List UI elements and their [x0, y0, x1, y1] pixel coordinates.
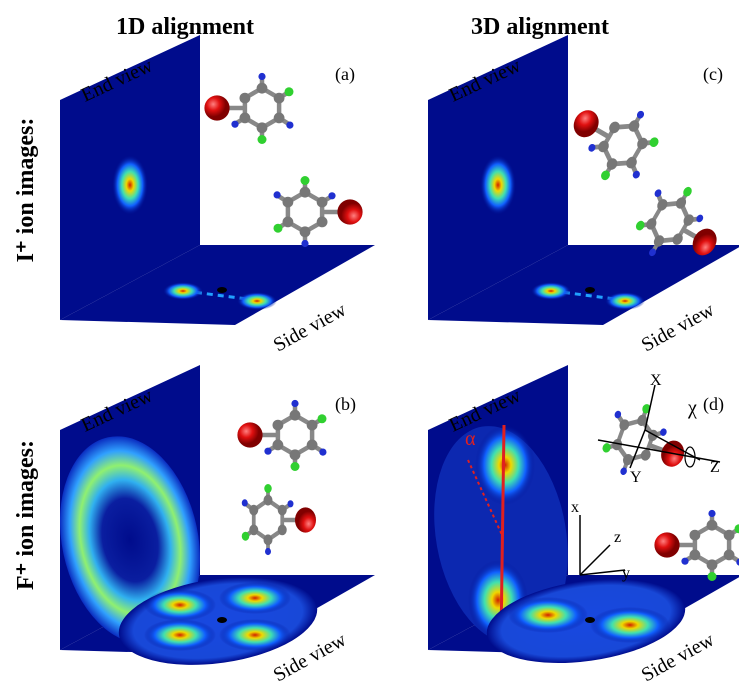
axis-label: z	[614, 529, 621, 546]
axis-label: X	[650, 372, 662, 389]
hole	[217, 287, 227, 293]
molecule	[274, 176, 363, 247]
axis-arrow	[597, 439, 721, 463]
row-label: I⁺ ion images:	[13, 118, 39, 263]
panel-label: (d)	[703, 394, 724, 415]
panel-label: (c)	[703, 64, 723, 85]
alignment-axis	[499, 424, 506, 641]
side-view-lobe	[508, 597, 588, 633]
side-view-lobe	[144, 619, 216, 651]
side-view-label: Side view	[638, 298, 719, 356]
axis-label: Y	[630, 469, 642, 486]
end-view-image	[112, 155, 148, 215]
axis-arrow	[579, 569, 626, 576]
panel-label: (b)	[335, 394, 356, 415]
axis-arrow	[629, 429, 646, 469]
axis-arrow	[644, 429, 701, 461]
panel-label: (a)	[335, 64, 355, 85]
side-view-lobe	[144, 589, 216, 621]
angle-line	[467, 459, 503, 536]
molecule	[556, 84, 668, 194]
axis-label: x	[571, 499, 579, 516]
axis-arrow	[579, 544, 611, 576]
rotation-mark	[684, 446, 696, 468]
side-view-image	[605, 292, 645, 310]
column-title: 1D alignment	[116, 14, 254, 40]
axis-label: χ	[687, 397, 697, 419]
axis-label: y	[622, 565, 630, 582]
side-view-image	[163, 282, 203, 300]
molecule	[242, 484, 316, 555]
end-view-lobe	[475, 425, 535, 505]
side-view-plane	[428, 245, 739, 325]
side-view-lobe	[219, 619, 291, 651]
column-title: 3D alignment	[471, 14, 609, 40]
molecule	[204, 73, 293, 144]
side-view-plane	[60, 245, 375, 325]
row-label: F⁺ ion images:	[13, 440, 39, 590]
axis-label: Z	[710, 459, 720, 476]
side-view-lobe	[219, 582, 291, 614]
hole	[585, 287, 595, 293]
hole	[585, 617, 595, 623]
molecule	[596, 395, 696, 493]
side-view-lobe	[590, 607, 670, 643]
end-view-image	[480, 155, 516, 215]
side-view-image	[531, 282, 571, 300]
hole	[217, 617, 227, 623]
molecule	[654, 510, 739, 581]
axis-arrow	[644, 384, 656, 431]
side-view-image	[237, 292, 277, 310]
side-view-label: Side view	[270, 298, 351, 356]
molecule	[237, 400, 326, 471]
axis-label: α	[465, 428, 476, 450]
